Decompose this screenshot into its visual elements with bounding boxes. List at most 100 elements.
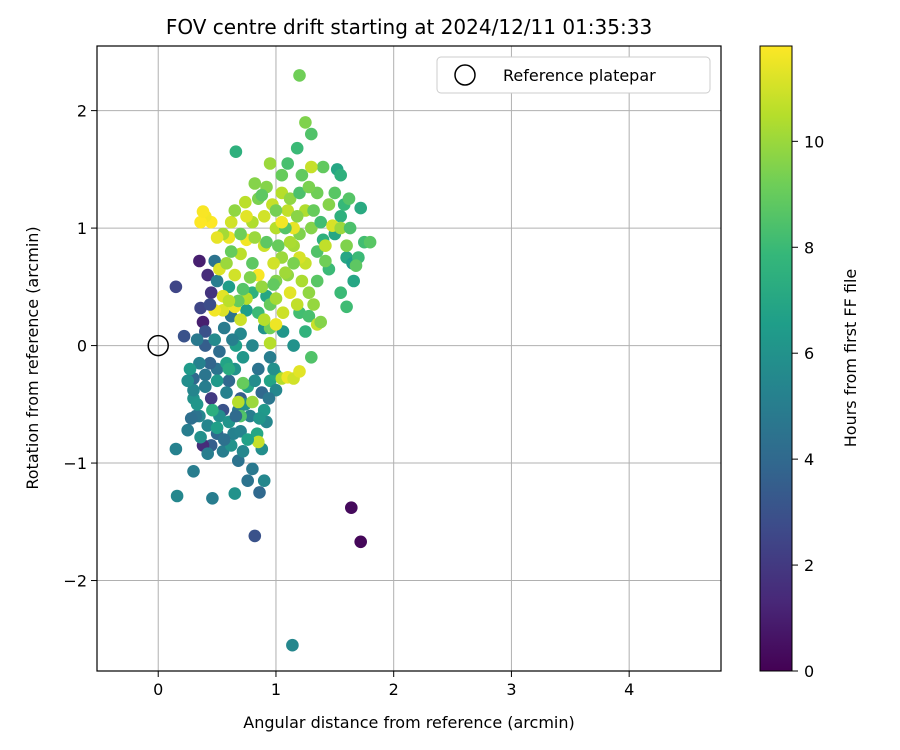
data-point-148 (194, 215, 207, 229)
data-point-50 (228, 487, 242, 500)
data-point-166 (269, 292, 283, 305)
data-point-49 (206, 492, 219, 505)
data-point-22 (236, 351, 250, 364)
data-point-128 (305, 127, 318, 141)
x-ticks: 0 1 2 3 4 (153, 671, 634, 699)
data-point-200 (243, 271, 257, 284)
data-point-9 (210, 274, 224, 288)
y-tick-label-0: −2 (63, 572, 87, 591)
data-point-218 (319, 239, 332, 252)
data-point-52 (253, 486, 266, 499)
data-point-237 (184, 412, 198, 425)
data-point-89 (299, 325, 312, 338)
legend-box (436, 56, 711, 94)
data-point-133 (263, 157, 277, 170)
data-point-209 (290, 210, 304, 223)
data-point-131 (281, 157, 295, 170)
data-point-101 (246, 395, 259, 409)
data-point-129 (293, 69, 306, 82)
data-point-120 (354, 201, 368, 215)
data-point-152 (224, 215, 238, 229)
data-point-193 (302, 309, 316, 323)
data-point-122 (363, 235, 377, 249)
data-point-154 (316, 160, 330, 174)
data-point-226 (217, 433, 231, 446)
data-point-202 (232, 294, 245, 308)
data-point-169 (281, 204, 295, 217)
data-point-187 (302, 180, 316, 194)
data-point-178 (224, 245, 238, 258)
data-point-46 (181, 423, 194, 437)
data-point-210 (267, 278, 280, 291)
colorbar-tick-label-0: 0 (804, 662, 814, 681)
y-ticks: −2 −1 0 1 2 (63, 102, 97, 591)
data-point-232 (267, 362, 280, 376)
colorbar-tick-label-4: 8 (804, 238, 814, 257)
data-point-159 (347, 274, 361, 288)
x-tick-label-1: 1 (271, 680, 281, 699)
data-point-72 (194, 430, 207, 444)
data-point-177 (228, 204, 242, 217)
data-point-186 (295, 168, 309, 182)
data-point-18 (220, 386, 233, 399)
x-tick-label-3: 3 (506, 680, 516, 699)
data-point-235 (199, 368, 212, 382)
data-point-64 (217, 321, 231, 335)
y-axis-label: Rotation from reference (arcmin) (23, 226, 42, 489)
data-point-27 (246, 339, 259, 352)
data-point-48 (170, 489, 184, 503)
plot-frame (96, 45, 722, 672)
data-point-2 (193, 254, 206, 268)
data-point-198 (287, 257, 300, 270)
colorbar-label: Hours from first FF file (841, 269, 860, 448)
data-point-130 (290, 141, 304, 155)
data-point-185 (293, 186, 306, 200)
data-point-141 (234, 247, 247, 261)
data-point-204 (248, 177, 262, 190)
data-point-203 (239, 195, 252, 209)
data-point-230 (253, 412, 266, 425)
data-point-227 (229, 409, 243, 423)
data-point-145 (210, 231, 224, 244)
data-point-158 (342, 192, 356, 205)
data-point-78 (206, 403, 219, 417)
data-point-13 (204, 392, 218, 405)
data-point-156 (328, 186, 342, 200)
data-point-199 (248, 231, 262, 244)
y-tick-label-4: 2 (77, 102, 87, 121)
data-point-25 (203, 356, 217, 370)
data-point-151 (220, 257, 233, 270)
data-point-208 (283, 235, 297, 249)
data-point-84 (269, 383, 283, 397)
data-point-124 (340, 300, 353, 314)
data-point-132 (275, 168, 289, 182)
data-point-222 (343, 221, 357, 235)
data-point-6 (196, 315, 210, 329)
data-point-207 (275, 215, 289, 229)
data-point-175 (240, 210, 253, 223)
data-point-83 (287, 339, 300, 352)
data-point-231 (262, 392, 276, 405)
data-point-29 (251, 362, 265, 376)
data-point-197 (279, 266, 292, 280)
colorbar-ticks: 0 2 4 6 8 10 (792, 132, 824, 681)
data-point-70 (193, 356, 206, 370)
data-point-15 (222, 374, 236, 388)
data-point-137 (257, 210, 271, 223)
colorbar-tick-label-3: 6 (804, 344, 814, 363)
data-point-161 (302, 286, 316, 300)
data-point-3 (201, 268, 214, 282)
data-point-116 (334, 210, 348, 223)
data-point-191 (310, 274, 324, 288)
data-point-51 (241, 474, 254, 488)
colorbar-tick-label-2: 4 (804, 450, 814, 469)
legend-label: Reference platepar (503, 66, 656, 85)
data-point-176 (234, 227, 247, 241)
data-point-223 (349, 259, 363, 273)
data-point-224 (210, 421, 224, 435)
data-point-190 (319, 254, 332, 268)
data-point-201 (236, 282, 250, 296)
data-point-238 (190, 333, 204, 347)
colorbar (759, 45, 793, 672)
